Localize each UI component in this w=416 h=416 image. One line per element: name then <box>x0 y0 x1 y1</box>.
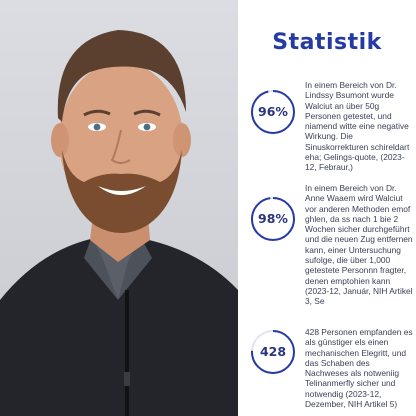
panel-title: Statistik <box>272 30 382 55</box>
progress-ring-icon <box>251 197 295 241</box>
stat-text: 428 Personen empfanden es als günstiger … <box>305 327 413 410</box>
stat-text: In einem Bereich von Dr. Lindssy Bsumont… <box>305 80 410 173</box>
stat-text: In einem Bereich von Dr. Anne Waaem wird… <box>305 183 413 307</box>
stat-value: 96% <box>258 104 288 119</box>
portrait-photo <box>0 0 238 416</box>
statistics-panel: Statistik 96% In einem Bereich von Dr. L… <box>238 0 416 416</box>
stat-ring: 98% <box>251 197 295 241</box>
stat-ring: 96% <box>251 90 295 134</box>
stat-ring: 428 <box>251 330 295 374</box>
stat-value: 98% <box>258 211 288 226</box>
stat-value: 428 <box>259 344 287 359</box>
portrait-illustration <box>0 30 238 416</box>
progress-ring-icon <box>251 90 295 134</box>
progress-ring-icon <box>251 330 295 374</box>
